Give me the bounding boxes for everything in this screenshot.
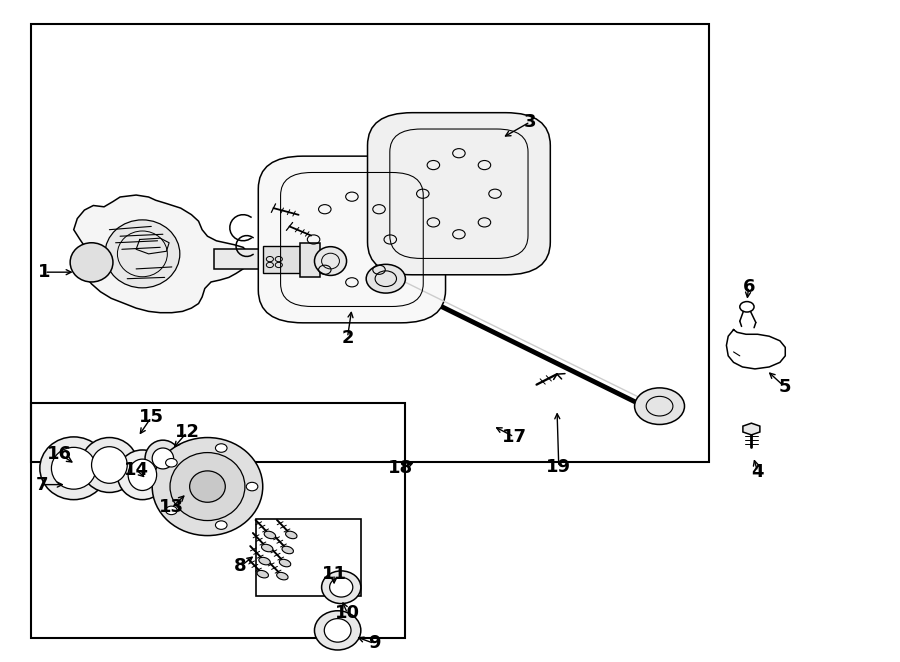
Bar xyxy=(31,403,405,638)
Ellipse shape xyxy=(285,531,297,539)
Ellipse shape xyxy=(324,618,351,642)
Ellipse shape xyxy=(276,573,288,580)
Text: 6: 6 xyxy=(742,277,755,295)
Ellipse shape xyxy=(215,444,227,452)
Ellipse shape xyxy=(262,544,273,551)
FancyBboxPatch shape xyxy=(367,113,550,275)
Text: 19: 19 xyxy=(546,458,572,476)
Ellipse shape xyxy=(117,450,167,500)
Text: 3: 3 xyxy=(524,113,536,131)
Ellipse shape xyxy=(128,459,157,491)
Ellipse shape xyxy=(366,264,405,293)
Ellipse shape xyxy=(145,440,181,477)
Bar xyxy=(213,250,307,269)
Bar xyxy=(256,518,361,596)
Ellipse shape xyxy=(166,506,177,514)
Ellipse shape xyxy=(190,471,225,502)
Ellipse shape xyxy=(70,243,113,282)
Ellipse shape xyxy=(279,559,291,567)
Ellipse shape xyxy=(92,447,127,483)
Ellipse shape xyxy=(321,571,361,604)
Ellipse shape xyxy=(105,220,180,288)
Bar xyxy=(31,24,708,461)
Text: 5: 5 xyxy=(778,377,790,396)
Text: 1: 1 xyxy=(38,263,50,281)
Ellipse shape xyxy=(152,448,174,469)
Text: 11: 11 xyxy=(321,565,347,583)
Text: 7: 7 xyxy=(35,475,48,494)
Ellipse shape xyxy=(257,571,268,578)
Text: 15: 15 xyxy=(139,408,164,426)
Ellipse shape xyxy=(170,453,245,520)
Text: 2: 2 xyxy=(341,328,354,346)
Text: 8: 8 xyxy=(234,557,247,575)
Bar xyxy=(301,244,320,277)
Ellipse shape xyxy=(314,611,361,650)
Text: 10: 10 xyxy=(335,604,360,622)
Text: 14: 14 xyxy=(123,461,148,479)
Ellipse shape xyxy=(259,557,270,565)
Text: 9: 9 xyxy=(368,634,381,653)
Text: 17: 17 xyxy=(501,428,526,446)
Ellipse shape xyxy=(329,577,353,597)
Ellipse shape xyxy=(314,247,346,275)
Ellipse shape xyxy=(282,546,293,553)
Polygon shape xyxy=(74,195,249,312)
Ellipse shape xyxy=(634,388,685,424)
Ellipse shape xyxy=(215,521,227,530)
Bar xyxy=(263,246,301,273)
Text: 18: 18 xyxy=(389,459,413,477)
Ellipse shape xyxy=(166,459,177,467)
Text: 16: 16 xyxy=(47,445,72,463)
Ellipse shape xyxy=(247,483,257,491)
Ellipse shape xyxy=(265,531,275,539)
Polygon shape xyxy=(742,423,760,435)
Ellipse shape xyxy=(81,438,138,493)
Text: 13: 13 xyxy=(159,498,184,516)
Text: 12: 12 xyxy=(175,423,200,442)
FancyBboxPatch shape xyxy=(258,156,446,323)
Ellipse shape xyxy=(51,448,96,489)
Ellipse shape xyxy=(40,437,108,500)
Ellipse shape xyxy=(152,438,263,536)
Text: 4: 4 xyxy=(752,463,764,481)
